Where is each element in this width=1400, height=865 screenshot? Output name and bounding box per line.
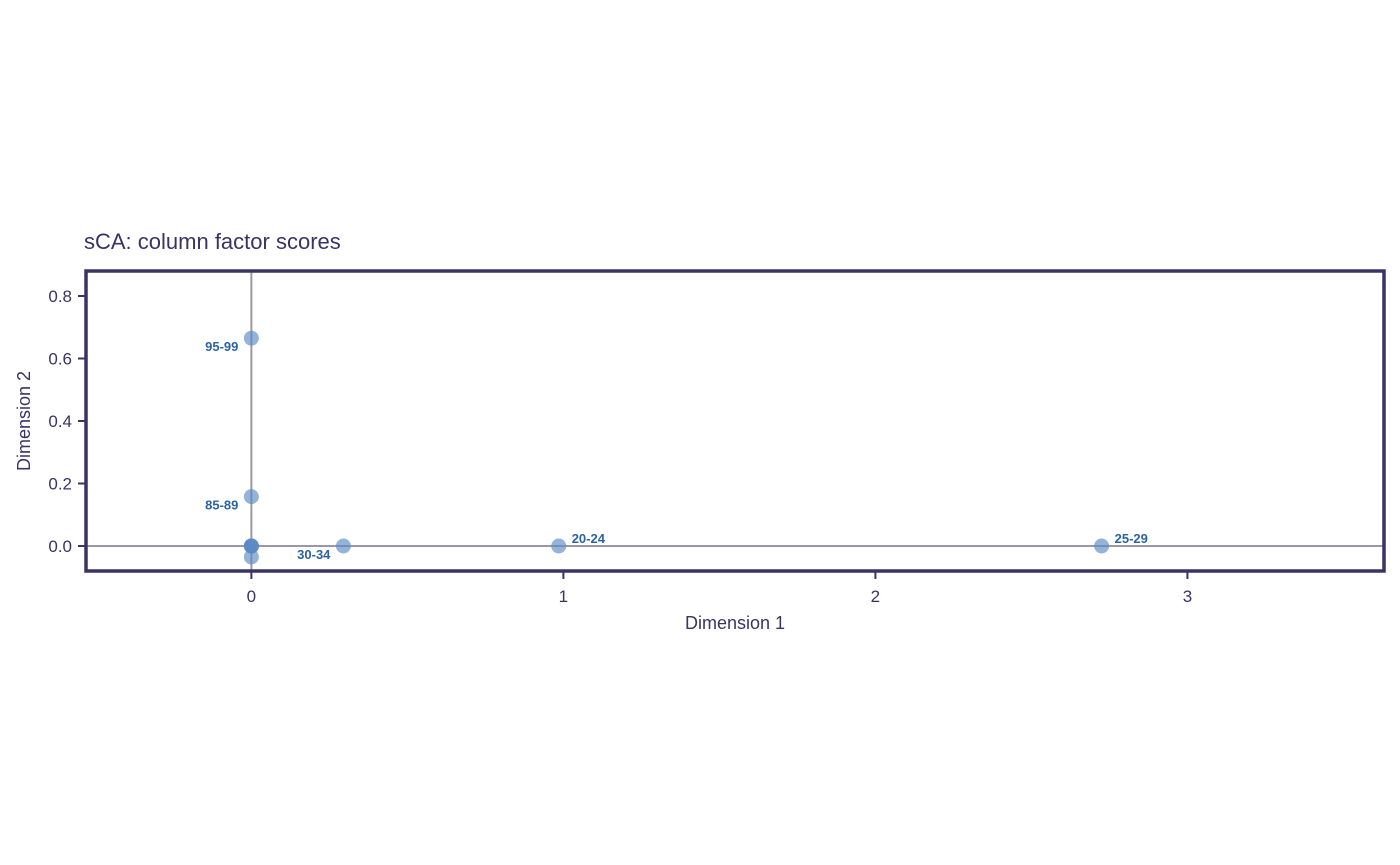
- point-label: 85-89: [205, 498, 238, 513]
- data-point: [1094, 538, 1110, 554]
- y-axis-title: Dimension 2: [14, 371, 34, 471]
- point-labels: 95-99 85-89 30-34 20-24 25-29: [205, 339, 1148, 562]
- y-tick-label: 0.4: [48, 412, 72, 431]
- reference-lines: [86, 271, 1384, 571]
- x-tick-label: 0: [247, 587, 256, 606]
- data-point: [551, 538, 567, 554]
- data-point: [335, 538, 351, 554]
- x-axis: 0 1 2 3: [247, 572, 1192, 606]
- data-point: [243, 538, 259, 554]
- data-point: [243, 489, 259, 505]
- data-point: [243, 549, 259, 565]
- point-label: 25-29: [1115, 531, 1148, 546]
- y-tick-label: 0.2: [48, 475, 72, 494]
- chart-title: sCA: column factor scores: [84, 229, 341, 254]
- y-tick-label: 0.0: [48, 537, 72, 556]
- x-tick-label: 3: [1183, 587, 1192, 606]
- data-points: [243, 330, 1110, 565]
- y-tick-label: 0.8: [48, 287, 72, 306]
- x-tick-label: 1: [559, 587, 568, 606]
- point-label: 95-99: [205, 339, 238, 354]
- plot-frame: [84, 269, 1386, 573]
- x-axis-title: Dimension 1: [685, 613, 785, 633]
- y-axis: 0.0 0.2 0.4 0.6 0.8: [48, 287, 85, 556]
- y-tick-label: 0.6: [48, 350, 72, 369]
- point-label: 20-24: [572, 531, 606, 546]
- point-label: 30-34: [297, 547, 331, 562]
- x-tick-label: 2: [871, 587, 880, 606]
- data-point: [243, 330, 259, 346]
